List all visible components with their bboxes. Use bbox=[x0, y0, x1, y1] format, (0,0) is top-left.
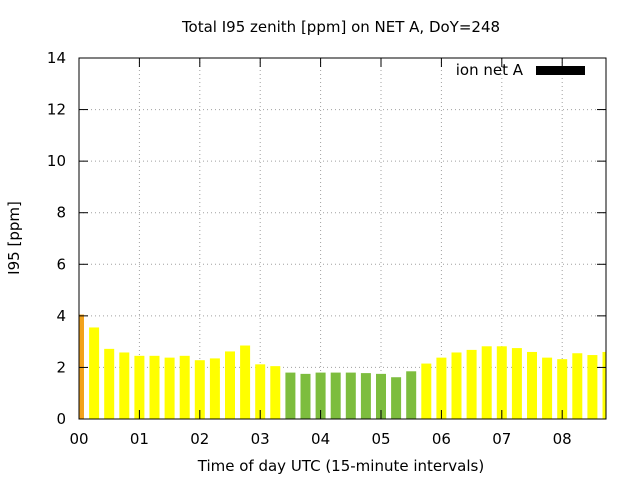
bar bbox=[511, 348, 522, 419]
x-tick-label: 06 bbox=[432, 430, 451, 448]
x-tick-label: 04 bbox=[311, 430, 330, 448]
x-tick-label: 03 bbox=[251, 430, 270, 448]
bar bbox=[436, 357, 447, 419]
x-tick-label: 08 bbox=[553, 430, 572, 448]
grid-lines bbox=[79, 58, 606, 419]
y-tick-label: 10 bbox=[47, 152, 66, 170]
bar bbox=[149, 355, 160, 419]
chart-title: Total I95 zenith [ppm] on NET A, DoY=248 bbox=[181, 18, 500, 36]
bar bbox=[572, 353, 583, 419]
bar bbox=[406, 371, 417, 419]
bar bbox=[119, 352, 130, 419]
bar bbox=[391, 377, 402, 419]
bar bbox=[164, 357, 175, 419]
x-tick-label: 01 bbox=[130, 430, 149, 448]
bar bbox=[134, 355, 145, 419]
bar bbox=[225, 351, 235, 419]
bar bbox=[542, 357, 553, 419]
y-tick-label: 0 bbox=[56, 410, 66, 428]
bar bbox=[194, 360, 205, 419]
y-tick-label: 12 bbox=[47, 101, 66, 119]
bar bbox=[345, 372, 356, 419]
bar bbox=[89, 327, 100, 419]
bar bbox=[300, 373, 311, 419]
y-tick-label: 8 bbox=[56, 204, 66, 222]
y-axis-label: I95 [ppm] bbox=[5, 201, 23, 275]
legend-label: ion net A bbox=[456, 61, 524, 79]
bar bbox=[587, 355, 598, 419]
y-tick-label: 14 bbox=[47, 49, 66, 67]
legend: ion net A bbox=[456, 61, 585, 79]
bar bbox=[376, 373, 386, 419]
plot-frame bbox=[78, 57, 607, 420]
bar bbox=[557, 359, 568, 419]
x-tick-label: 05 bbox=[371, 430, 390, 448]
bar bbox=[79, 314, 84, 419]
bar bbox=[466, 349, 477, 419]
legend-swatch bbox=[536, 66, 585, 75]
x-axis-label: Time of day UTC (15-minute intervals) bbox=[197, 457, 484, 475]
bar bbox=[330, 372, 341, 419]
bar bbox=[421, 363, 432, 419]
bar bbox=[496, 346, 507, 419]
bar bbox=[179, 355, 190, 419]
bars bbox=[79, 314, 606, 419]
bar bbox=[451, 352, 462, 419]
bar bbox=[270, 366, 281, 419]
y-tick-label: 6 bbox=[56, 255, 66, 273]
bar bbox=[209, 358, 220, 419]
x-tick-label: 07 bbox=[492, 430, 511, 448]
x-tick-label: 02 bbox=[190, 430, 209, 448]
bar bbox=[255, 364, 266, 419]
bar bbox=[360, 373, 371, 419]
y-tick-label: 4 bbox=[56, 307, 66, 325]
bar bbox=[527, 351, 537, 419]
bar bbox=[315, 372, 326, 419]
bar bbox=[481, 346, 492, 419]
bar bbox=[240, 345, 251, 419]
bar bbox=[602, 351, 606, 419]
bar bbox=[104, 348, 115, 419]
y-tick-label: 2 bbox=[56, 358, 66, 376]
x-tick-label: 00 bbox=[69, 430, 88, 448]
bar bbox=[285, 372, 296, 419]
